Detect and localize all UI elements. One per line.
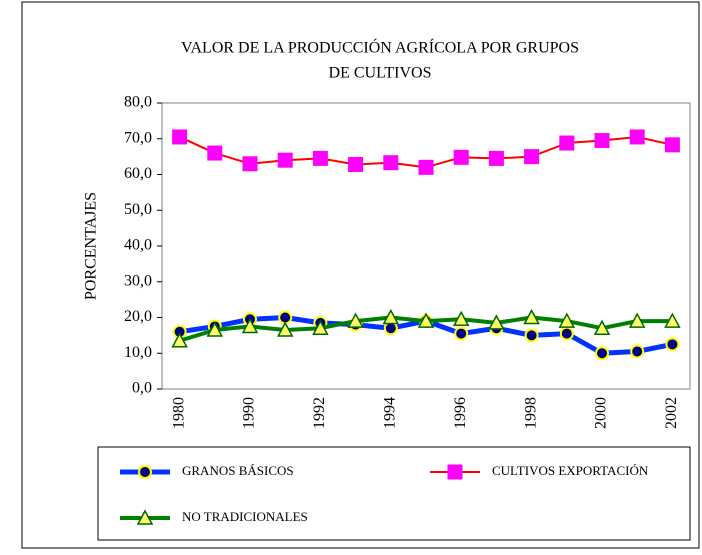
y-axis-label: PORCENTAJES (83, 192, 100, 300)
x-tick-label: 1998 (522, 397, 539, 429)
x-tick-label: 2000 (593, 397, 610, 429)
marker (595, 346, 609, 361)
marker (347, 312, 364, 328)
marker (452, 310, 470, 327)
marker (664, 137, 680, 153)
marker (594, 133, 610, 149)
marker (242, 156, 258, 172)
marker (172, 129, 188, 145)
marker (523, 308, 540, 325)
legend-label: GRANOS BÁSICOS (182, 463, 294, 478)
x-tick-label: 1980 (170, 397, 187, 429)
y-tick-label: 80,0 (124, 94, 152, 111)
marker (665, 337, 680, 352)
marker (454, 326, 469, 341)
marker (558, 312, 576, 328)
y-tick-label: 70,0 (124, 129, 152, 146)
y-tick-label: 20,0 (124, 308, 152, 325)
chart-title: VALOR DE LA PRODUCCIÓN AGRÍCOLA POR GRUP… (181, 38, 579, 57)
marker (593, 319, 611, 335)
marker (348, 156, 364, 172)
marker (664, 312, 681, 328)
marker (418, 159, 434, 175)
y-tick-label: 40,0 (124, 237, 152, 254)
y-tick-label: 60,0 (124, 165, 152, 182)
marker (417, 312, 435, 328)
legend-label: NO TRADICIONALES (182, 509, 308, 524)
marker (312, 319, 329, 335)
x-tick-label: 1992 (311, 397, 328, 429)
marker (488, 314, 505, 330)
marker (488, 150, 504, 166)
y-tick-label: 10,0 (124, 344, 152, 361)
marker (277, 152, 293, 168)
marker (524, 328, 539, 343)
x-tick-label: 1996 (452, 397, 469, 429)
y-tick-label: 0,0 (132, 380, 152, 397)
marker (312, 150, 328, 166)
legend-marker (138, 465, 152, 479)
marker (630, 344, 645, 359)
x-tick-label: 1990 (241, 397, 258, 429)
marker (629, 129, 645, 145)
y-tick-label: 30,0 (124, 272, 152, 289)
marker (383, 155, 399, 171)
legend-box (97, 446, 691, 541)
marker (559, 326, 574, 341)
chart-subtitle: DE CULTIVOS (329, 65, 432, 82)
marker (276, 321, 294, 337)
marker (628, 312, 646, 328)
marker (382, 308, 400, 325)
legend-label: CULTIVOS EXPORTACIÓN (492, 463, 649, 478)
x-tick-label: 1994 (381, 397, 398, 429)
legend-marker (447, 464, 463, 480)
x-tick-label: 2002 (663, 397, 680, 429)
y-tick-label: 50,0 (124, 201, 152, 218)
legend-marker (136, 509, 154, 525)
marker (559, 135, 575, 151)
marker (241, 317, 259, 334)
marker (207, 145, 223, 161)
marker (171, 332, 188, 348)
marker (206, 321, 224, 337)
marker (524, 149, 540, 165)
marker (453, 149, 469, 165)
plot-area (161, 102, 691, 390)
